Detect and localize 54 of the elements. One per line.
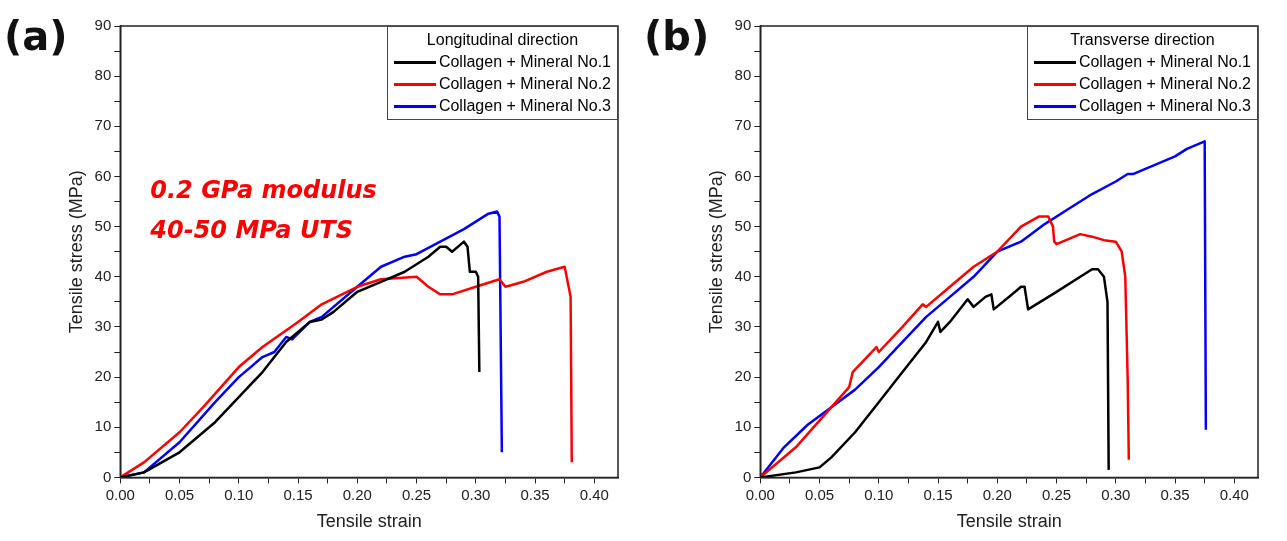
chart-title: (a) bbox=[4, 13, 68, 60]
y-tick-label: 30 bbox=[94, 317, 112, 335]
y-tick-label: 50 bbox=[94, 216, 112, 234]
y-tick-label: 70 bbox=[94, 116, 112, 134]
y-tick-label: 0 bbox=[102, 467, 112, 485]
y-tick-label: 10 bbox=[94, 417, 112, 435]
y-tick-label: 20 bbox=[94, 367, 112, 385]
x-tick-label: 0.20 bbox=[342, 485, 372, 503]
annotation: 0.2 GPa modulus bbox=[150, 175, 377, 204]
y-tick-label: 60 bbox=[734, 166, 752, 184]
x-axis-title: Tensile strain bbox=[316, 511, 422, 532]
y-tick-label: 30 bbox=[734, 317, 752, 335]
y-tick-label: 0 bbox=[742, 467, 752, 485]
y-tick-label: 90 bbox=[734, 16, 752, 34]
y-axis-title: Tensile stress (MPa) bbox=[705, 170, 726, 334]
y-tick-label: 50 bbox=[734, 216, 752, 234]
legend-label: Collagen + Mineral No.2 bbox=[1078, 75, 1251, 93]
legend-label: Collagen + Mineral No.3 bbox=[1078, 97, 1251, 115]
x-tick-label: 0.10 bbox=[864, 485, 894, 503]
x-tick-label: 0.40 bbox=[579, 485, 609, 503]
y-tick-label: 80 bbox=[734, 66, 752, 84]
x-tick-label: 0.00 bbox=[745, 485, 775, 503]
chart-title: (b) bbox=[644, 13, 710, 60]
legend-title: Longitudinal direction bbox=[425, 31, 580, 49]
x-tick-label: 0.40 bbox=[1219, 485, 1249, 503]
x-tick-label: 0.15 bbox=[923, 485, 953, 503]
y-tick-label: 20 bbox=[734, 367, 752, 385]
annotation: 40-50 MPa UTS bbox=[149, 215, 354, 244]
x-tick-label: 0.05 bbox=[164, 485, 195, 503]
x-tick-label: 0.15 bbox=[283, 485, 313, 503]
y-axis-title: Tensile stress (MPa) bbox=[65, 170, 86, 334]
y-tick-label: 60 bbox=[94, 166, 112, 184]
x-tick-label: 0.30 bbox=[1101, 485, 1131, 503]
y-tick-label: 40 bbox=[734, 266, 752, 284]
y-tick-label: 80 bbox=[94, 66, 112, 84]
y-tick-label: 40 bbox=[94, 266, 112, 284]
x-axis-title: Tensile strain bbox=[956, 511, 1062, 532]
legend-label: Collagen + Mineral No.2 bbox=[438, 75, 611, 93]
legend-label: Collagen + Mineral No.1 bbox=[1078, 53, 1251, 71]
x-tick-label: 0.30 bbox=[461, 485, 491, 503]
x-tick-label: 0.25 bbox=[401, 485, 432, 503]
x-tick-label: 0.25 bbox=[1041, 485, 1072, 503]
x-tick-label: 0.10 bbox=[224, 485, 254, 503]
y-tick-label: 70 bbox=[734, 116, 752, 134]
x-tick-label: 0.00 bbox=[105, 485, 135, 503]
legend-title: Transverse direction bbox=[1069, 31, 1216, 49]
legend-label: Collagen + Mineral No.1 bbox=[438, 53, 611, 71]
legend-label: Collagen + Mineral No.3 bbox=[438, 97, 611, 115]
x-tick-label: 0.20 bbox=[982, 485, 1012, 503]
y-tick-label: 90 bbox=[94, 16, 112, 34]
y-tick-label: 10 bbox=[734, 417, 752, 435]
x-tick-label: 0.35 bbox=[520, 485, 550, 503]
x-tick-label: 0.05 bbox=[804, 485, 835, 503]
x-tick-label: 0.35 bbox=[1160, 485, 1190, 503]
